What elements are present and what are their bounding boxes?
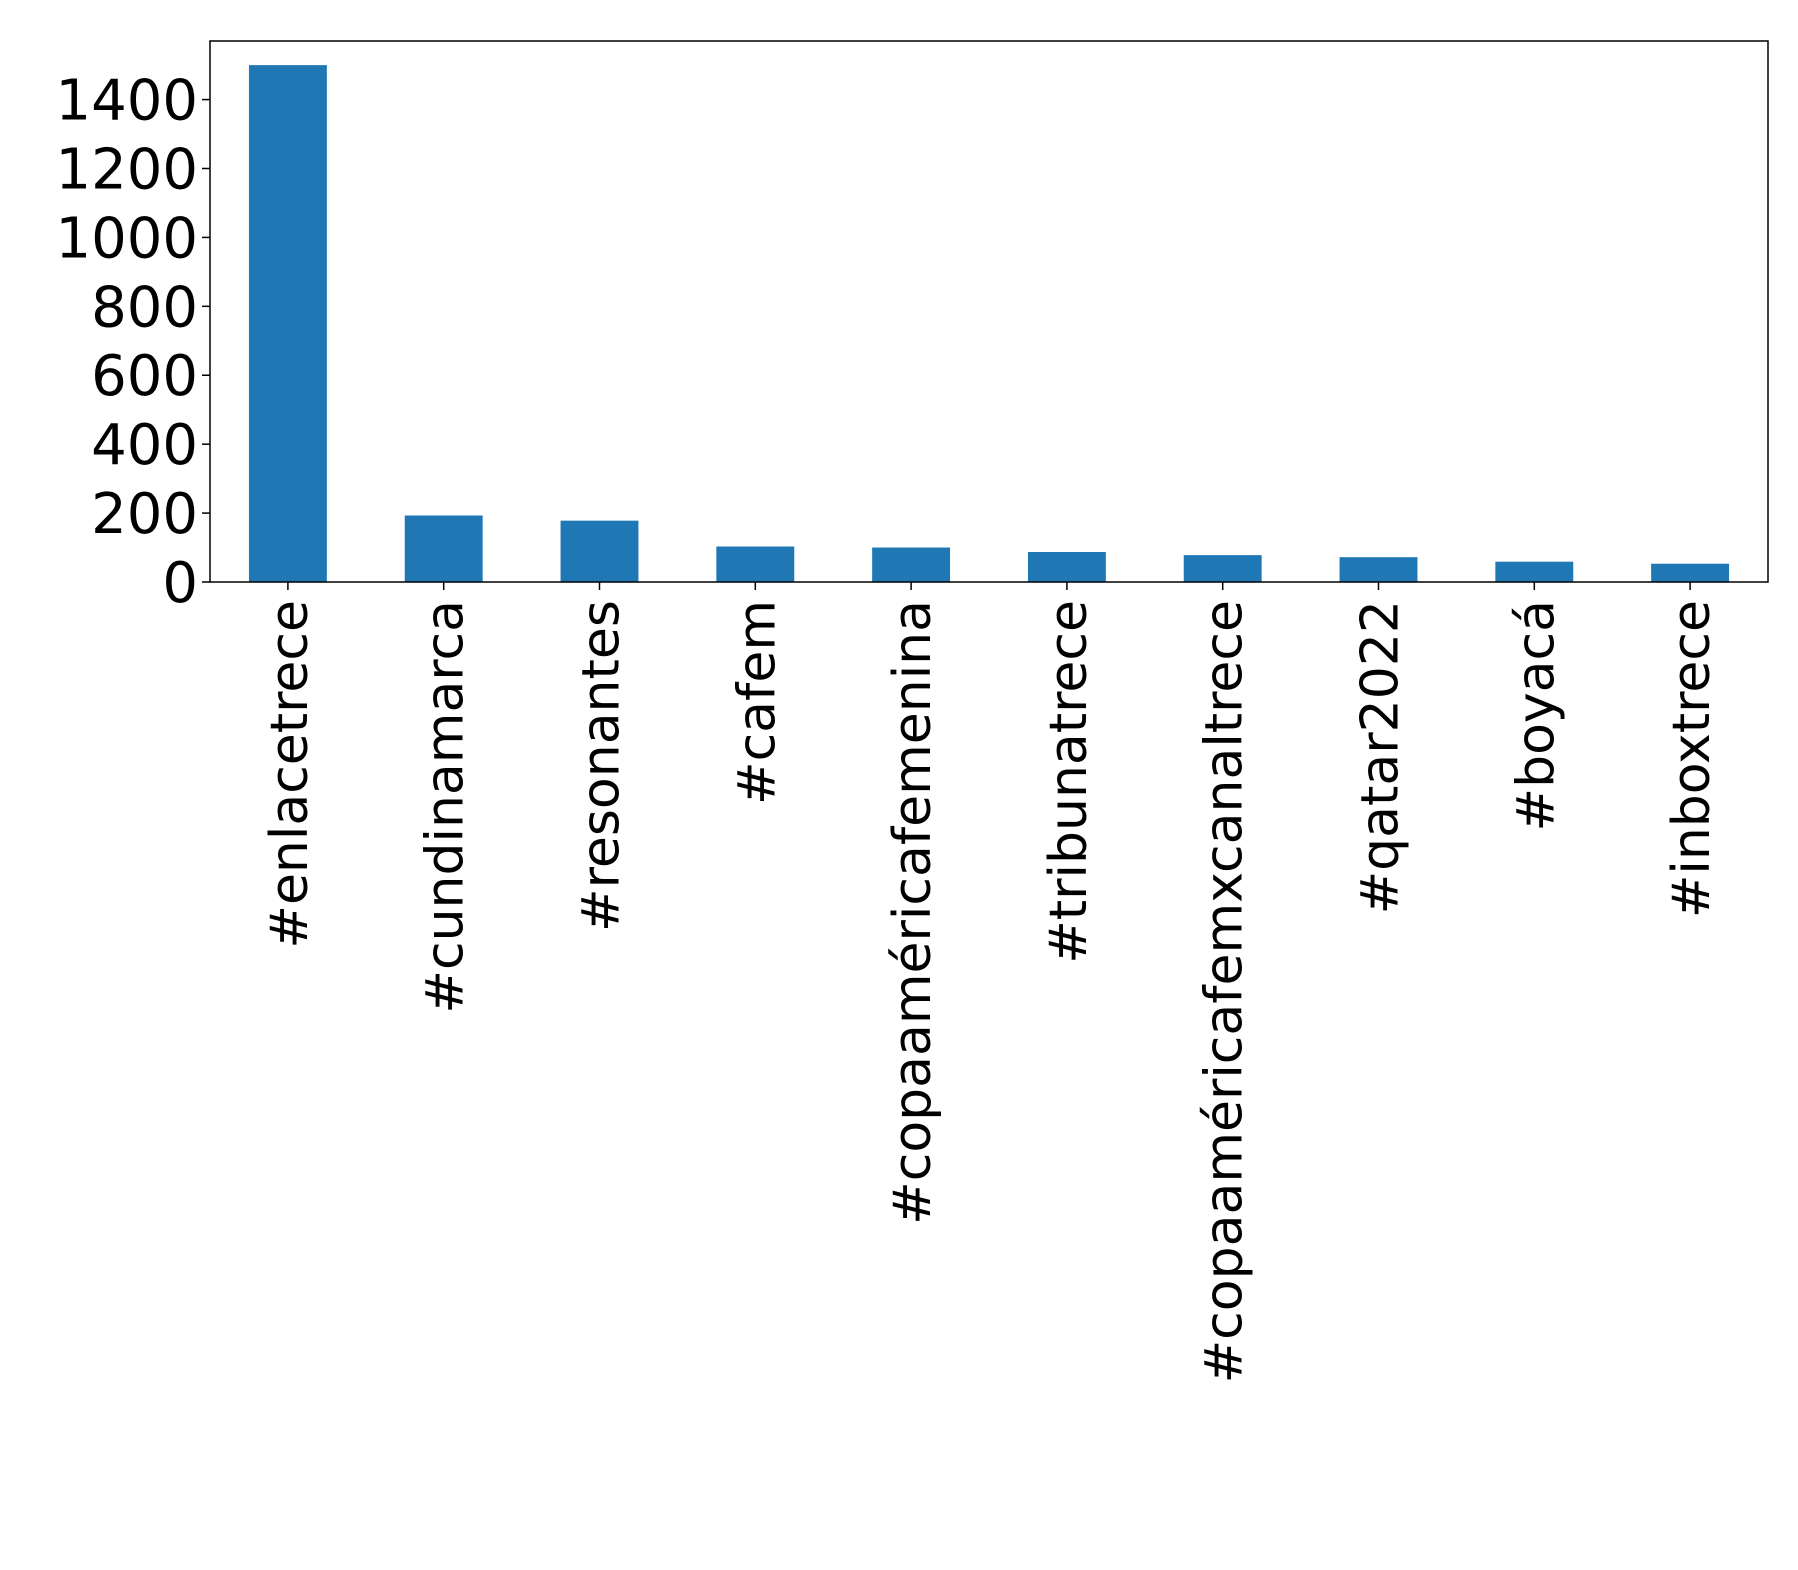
x-tick-label: #copaaméricafemxcanaltrece bbox=[1195, 600, 1255, 1383]
plot-frame bbox=[209, 40, 1769, 583]
y-tick-label: 1000 bbox=[55, 206, 198, 271]
bar-9 bbox=[1495, 561, 1574, 582]
bar-8 bbox=[1339, 557, 1418, 582]
bar-6 bbox=[1027, 552, 1106, 582]
x-tick-label: #enlacetrece bbox=[260, 600, 320, 949]
x-tick-label: #qatar2022 bbox=[1351, 600, 1411, 914]
x-axis: #enlacetrece #cundinamarca #resonantes #caf… bbox=[260, 582, 1722, 1383]
y-tick-label: 400 bbox=[91, 413, 198, 478]
x-tick-label: #copaaméricafemenina bbox=[883, 600, 943, 1225]
y-tick-label: 1400 bbox=[55, 69, 198, 134]
bar-5 bbox=[872, 547, 951, 582]
bar-7 bbox=[1183, 555, 1262, 582]
x-tick-label: #resonantes bbox=[572, 600, 632, 932]
x-tick-label: #cafem bbox=[727, 600, 787, 805]
y-tick-label: 800 bbox=[91, 275, 198, 340]
y-tick-label: 1200 bbox=[55, 137, 198, 202]
y-tick-label: 0 bbox=[162, 551, 198, 616]
bar-10 bbox=[1651, 563, 1730, 582]
bar-4 bbox=[716, 546, 795, 582]
bar-1 bbox=[248, 65, 327, 582]
y-tick-label: 200 bbox=[91, 482, 198, 547]
y-tick-label: 600 bbox=[91, 344, 198, 409]
x-tick-label: #inboxtrece bbox=[1662, 600, 1722, 918]
x-tick-label: #boyacá bbox=[1506, 600, 1566, 832]
bars-layer bbox=[248, 65, 1730, 582]
bar-3 bbox=[560, 520, 639, 582]
x-tick-label: #cundinamarca bbox=[416, 600, 476, 1014]
bar-2 bbox=[404, 515, 483, 582]
x-tick-label: #tribunatrece bbox=[1039, 600, 1099, 964]
